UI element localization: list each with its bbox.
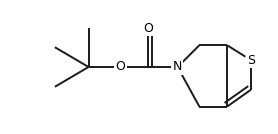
Text: O: O bbox=[143, 22, 153, 35]
Text: O: O bbox=[115, 60, 125, 74]
Text: N: N bbox=[173, 60, 182, 74]
Text: S: S bbox=[247, 54, 255, 67]
